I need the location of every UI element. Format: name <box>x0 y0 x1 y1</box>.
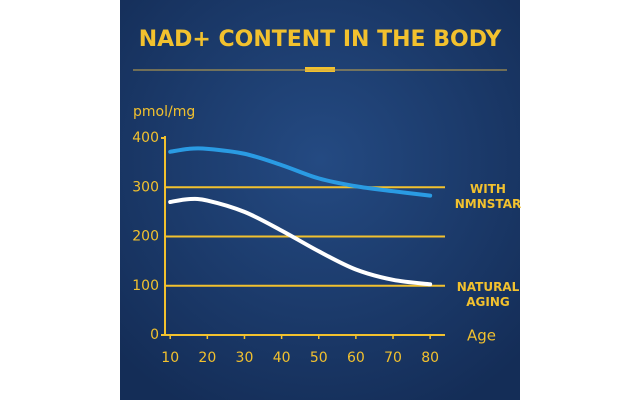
y-tick-label: 200 <box>132 229 159 245</box>
series-label: WITH NMNSTAR <box>454 182 522 211</box>
y-tick-label: 0 <box>150 327 159 343</box>
x-axis-label: Age <box>467 327 496 345</box>
series-line <box>168 196 433 287</box>
chart-title: NAD+ CONTENT IN THE BODY <box>139 27 503 52</box>
x-tick-label: 30 <box>236 350 254 366</box>
x-tick-label: 10 <box>161 350 179 366</box>
series-line <box>168 146 433 198</box>
y-tick-label: 300 <box>132 179 159 195</box>
x-tick-label: 80 <box>421 350 439 366</box>
y-axis-label: pmol/mg <box>133 104 195 120</box>
y-tick-label: 100 <box>132 278 159 294</box>
y-tick-label: 400 <box>132 130 159 146</box>
series-label: NATURAL AGING <box>456 280 520 309</box>
x-tick-label: 20 <box>198 350 216 366</box>
x-tick-label: 50 <box>310 350 328 366</box>
x-tick-label: 60 <box>347 350 365 366</box>
x-tick-label: 70 <box>384 350 402 366</box>
x-tick-label: 40 <box>273 350 291 366</box>
